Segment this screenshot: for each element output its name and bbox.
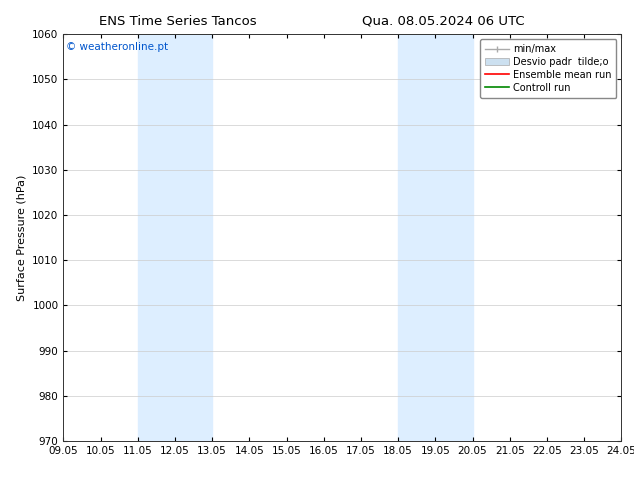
Text: ENS Time Series Tancos: ENS Time Series Tancos	[99, 15, 256, 28]
Bar	[398, 34, 472, 441]
Text: Qua. 08.05.2024 06 UTC: Qua. 08.05.2024 06 UTC	[363, 15, 525, 28]
Y-axis label: Surface Pressure (hPa): Surface Pressure (hPa)	[16, 174, 27, 301]
Text: © weatheronline.pt: © weatheronline.pt	[66, 43, 168, 52]
Legend: min/max, Desvio padr  tilde;o, Ensemble mean run, Controll run: min/max, Desvio padr tilde;o, Ensemble m…	[480, 39, 616, 98]
Bar	[138, 34, 212, 441]
